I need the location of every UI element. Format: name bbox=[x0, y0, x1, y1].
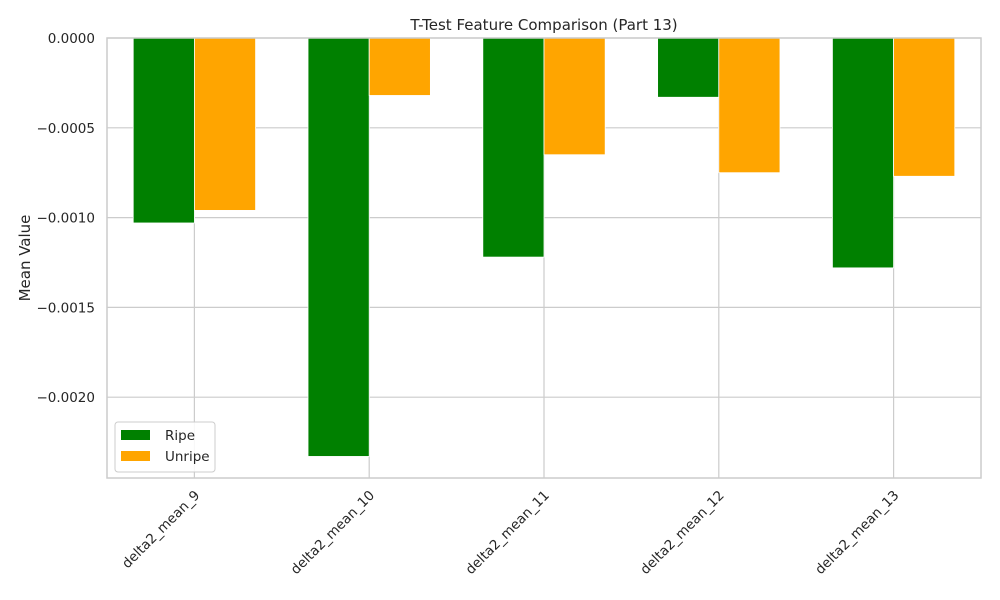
y-axis-label: Mean Value bbox=[16, 215, 34, 302]
y-tick-label: −0.0010 bbox=[36, 211, 95, 227]
bar-ripe-delta2-mean-12 bbox=[657, 37, 720, 98]
y-tick-label: 0.0000 bbox=[48, 31, 95, 47]
y-axis-ticks: 0.0000 −0.0005 −0.0010 −0.0015 −0.0020 bbox=[36, 31, 95, 406]
bar-unripe-delta2-mean-13 bbox=[893, 37, 956, 177]
chart-title: T-Test Feature Comparison (Part 13) bbox=[409, 16, 677, 34]
bar-ripe-delta2-mean-10 bbox=[307, 37, 370, 457]
bar-unripe-delta2-mean-11 bbox=[543, 37, 606, 156]
bar-ripe-delta2-mean-13 bbox=[832, 37, 894, 269]
plot-frame bbox=[106, 37, 982, 479]
legend-swatch-unripe bbox=[121, 451, 150, 461]
legend-label-ripe: Ripe bbox=[165, 428, 195, 444]
x-tick-label: delta2_mean_9 bbox=[119, 488, 203, 572]
bar-unripe-delta2-mean-10 bbox=[368, 37, 431, 96]
bar-unripe-delta2-mean-12 bbox=[718, 37, 781, 174]
y-tick-label: −0.0020 bbox=[36, 390, 95, 406]
legend-swatch-ripe bbox=[121, 430, 150, 440]
x-tick-label: delta2_mean_13 bbox=[812, 488, 902, 578]
legend: Ripe Unripe bbox=[114, 421, 216, 473]
bar-ripe-delta2-mean-11 bbox=[482, 37, 545, 258]
bar-unripe-delta2-mean-9 bbox=[193, 37, 256, 211]
x-axis-ticks: delta2_mean_9 delta2_mean_10 delta2_mean_1… bbox=[119, 488, 902, 578]
bars bbox=[132, 37, 956, 457]
y-tick-label: −0.0015 bbox=[36, 300, 95, 316]
legend-label-unripe: Unripe bbox=[165, 449, 210, 465]
x-tick-label: delta2_mean_10 bbox=[288, 488, 378, 578]
x-tick-label: delta2_mean_12 bbox=[637, 488, 727, 578]
y-tick-label: −0.0005 bbox=[36, 121, 95, 137]
x-tick-label: delta2_mean_11 bbox=[462, 488, 552, 578]
bar-ripe-delta2-mean-9 bbox=[132, 37, 195, 224]
